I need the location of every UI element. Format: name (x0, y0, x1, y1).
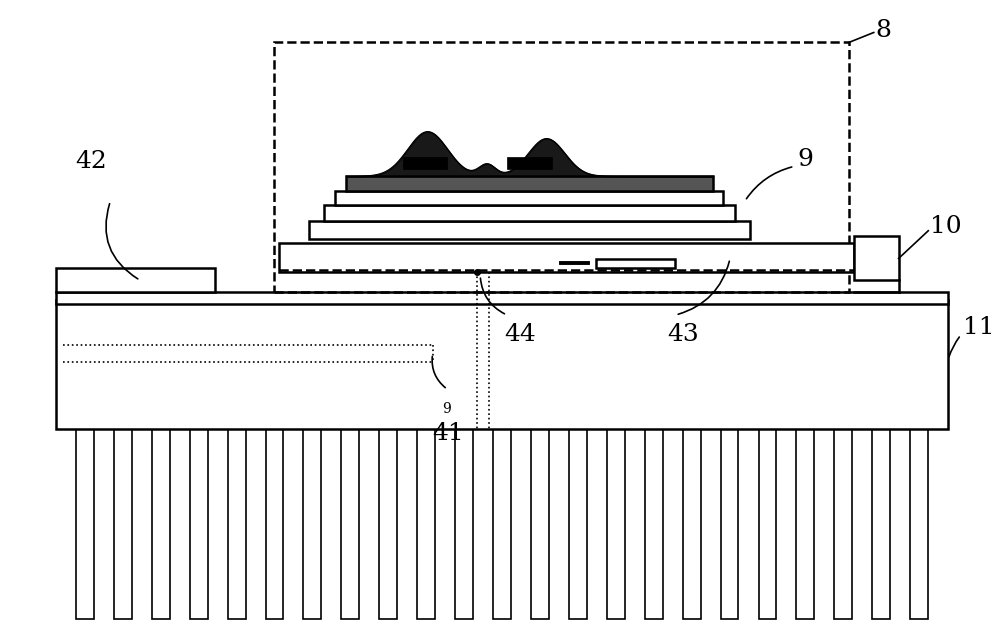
Bar (596, 259, 675, 268)
Bar (279, 243, 854, 273)
Bar (303, 429, 321, 619)
Text: 9: 9 (443, 402, 451, 416)
Bar (721, 429, 738, 619)
Text: 8: 8 (876, 19, 892, 42)
Bar (507, 157, 552, 169)
Bar (76, 429, 94, 619)
Bar (683, 429, 701, 619)
Bar (152, 429, 170, 619)
Bar (910, 429, 928, 619)
Bar (834, 429, 852, 619)
Text: 41: 41 (433, 422, 464, 446)
Bar (324, 205, 735, 221)
Text: 10: 10 (930, 216, 962, 238)
Bar (309, 221, 750, 238)
Bar (872, 429, 890, 619)
Bar (266, 429, 283, 619)
Bar (190, 429, 208, 619)
Bar (403, 157, 447, 169)
Bar (455, 429, 473, 619)
Bar (569, 429, 587, 619)
Text: 44: 44 (504, 323, 536, 346)
Text: 11: 11 (963, 316, 994, 339)
Bar (796, 429, 814, 619)
Bar (114, 429, 132, 619)
Bar (645, 429, 663, 619)
Bar (274, 42, 849, 292)
Bar (417, 429, 435, 619)
Bar (607, 429, 625, 619)
Bar (531, 429, 549, 619)
Bar (56, 300, 948, 429)
Bar (335, 191, 723, 205)
Bar (56, 292, 948, 304)
Text: 9: 9 (797, 148, 813, 171)
Bar (493, 429, 511, 619)
Bar (759, 429, 776, 619)
Bar (228, 429, 246, 619)
Text: 43: 43 (668, 323, 699, 346)
Bar (56, 268, 215, 292)
Text: 42: 42 (76, 150, 107, 173)
Bar (346, 176, 713, 191)
Bar (854, 236, 899, 280)
Bar (341, 429, 359, 619)
Bar (379, 429, 397, 619)
